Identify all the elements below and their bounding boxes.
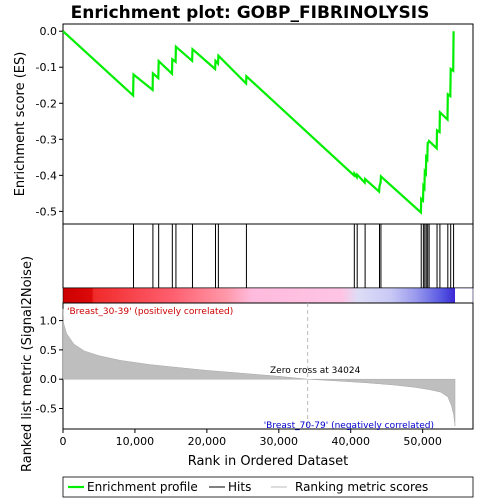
ranking-heat-bar xyxy=(62,287,474,304)
positive-correlation-label: 'Breast_30-39' (positively correlated) xyxy=(67,307,233,317)
legend-hits: Hits xyxy=(228,480,251,494)
enrichment-profile-line xyxy=(62,30,455,215)
x-tick-label: 30,000 xyxy=(260,435,299,448)
zero-cross-label: Zero cross at 34024 xyxy=(270,366,361,376)
ranking-metric-area xyxy=(62,308,456,427)
x-tick-label: 50,000 xyxy=(403,435,442,448)
es-y-axis-label: Enrichment score (ES) xyxy=(13,52,28,197)
x-tick-label: 20,000 xyxy=(188,435,227,448)
x-axis-label: Rank in Ordered Dataset xyxy=(188,454,349,469)
es-y-tick-label: 0.0 xyxy=(40,25,58,38)
x-tick-label: 10,000 xyxy=(116,435,155,448)
heat-bar-empty-tail xyxy=(455,288,473,303)
legend-box xyxy=(62,476,474,498)
negative-correlation-label: 'Breast_70-79' (negatively correlated) xyxy=(264,421,434,431)
metric-y-tick-label: 0.0 xyxy=(40,373,58,386)
metric-y-tick-label: 1.0 xyxy=(40,315,58,328)
metric-y-tick-label: -0.5 xyxy=(36,402,57,415)
hits-panel-frame xyxy=(62,223,474,289)
legend-enrichment-profile: Enrichment profile xyxy=(87,480,198,494)
es-y-tick-label: -0.1 xyxy=(36,61,57,74)
es-y-tick-label: -0.2 xyxy=(36,97,57,110)
metric-y-tick-label: 0.5 xyxy=(40,344,58,357)
metric-y-axis-label: Ranked list metric (Signal2Noise) xyxy=(20,256,35,472)
es-y-tick-label: -0.4 xyxy=(36,169,57,182)
es-panel-frame xyxy=(62,23,474,225)
chart-title: Enrichment plot: GOBP_FIBRINOLYSIS xyxy=(71,3,430,23)
es-y-tick-label: -0.3 xyxy=(36,133,57,146)
x-tick-label: 0 xyxy=(60,435,67,448)
legend-ranking-metric: Ranking metric scores xyxy=(295,480,428,494)
x-tick-label: 40,000 xyxy=(331,435,370,448)
es-y-tick-label: -0.5 xyxy=(36,205,57,218)
